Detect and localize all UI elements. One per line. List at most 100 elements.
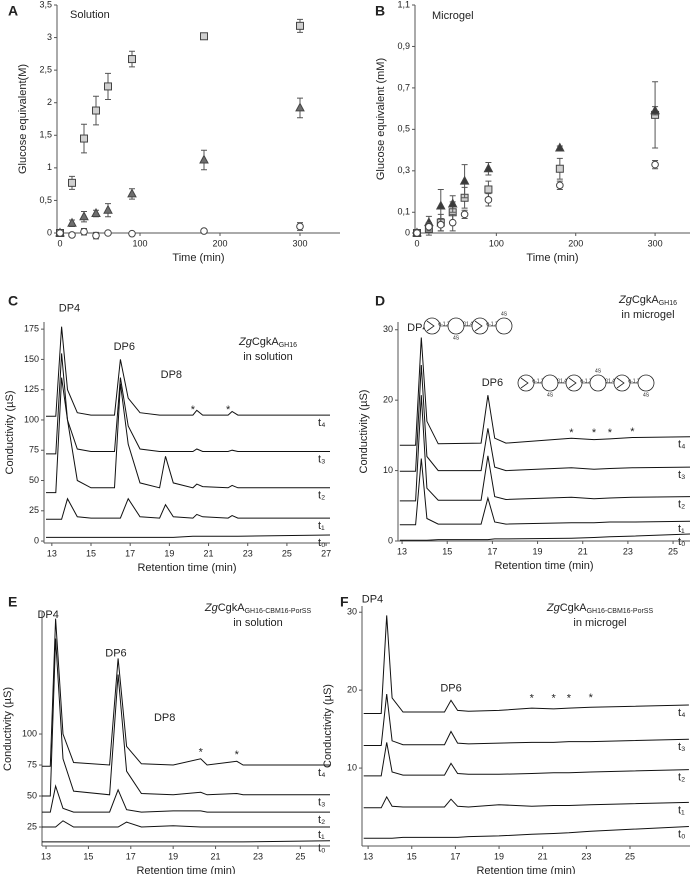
enzyme-name: CgkA [632, 294, 660, 306]
y-tick-label: 30 [383, 324, 393, 334]
x-tick-label: 19 [494, 851, 504, 861]
x-tick-label: 300 [292, 238, 307, 248]
annotation: * [551, 693, 556, 705]
marker [448, 218, 457, 227]
enzyme-genus: Zg [546, 602, 561, 614]
marker [556, 181, 564, 190]
marker [296, 222, 304, 231]
y-axis-title: Glucose equivalent(M) [17, 64, 29, 174]
x-tick-label: 25 [282, 548, 292, 558]
y-tick-label: 25 [29, 505, 39, 515]
trace-label: t₀ [318, 537, 326, 549]
x-tick-label: 15 [407, 851, 417, 861]
trace-label: t₁ [318, 520, 325, 532]
annotation: * [592, 427, 597, 439]
y-tick-label: 75 [29, 445, 39, 455]
marker [555, 142, 565, 152]
marker [68, 231, 76, 239]
trace-label: t₁ [678, 523, 685, 535]
x-tick-label: 300 [648, 238, 663, 248]
trace-label: t₁ [678, 804, 685, 816]
trace-label: t₃ [678, 741, 686, 753]
sugar-unit [637, 374, 655, 392]
x-tick-label: 100 [132, 238, 147, 248]
y-tick-label: 0,3 [397, 165, 410, 175]
y-axis-title: Conductivity (µS) [358, 390, 370, 474]
sulfate-label: 4S [453, 335, 460, 341]
x-tick-label: 200 [568, 238, 583, 248]
marker [296, 21, 304, 30]
trace [363, 694, 689, 746]
x-tick-label: 13 [47, 548, 57, 558]
sulfate-label: 4S [595, 368, 602, 374]
annotation: * [530, 693, 535, 705]
x-tick-label: 17 [450, 851, 460, 861]
sugar-unit [589, 374, 607, 392]
enzyme-name: CgkA [252, 336, 280, 348]
y-tick-label: 125 [24, 384, 39, 394]
trace [399, 533, 691, 541]
annotation: DP8 [161, 369, 182, 381]
trace-label: t₂ [678, 499, 685, 511]
marker [92, 231, 100, 240]
annotation: DP6 [440, 683, 461, 695]
annotation: DP6 [105, 647, 126, 659]
y-axis-title: Conductivity (µS) [322, 684, 334, 768]
trace-label: t₀ [318, 843, 326, 855]
trace [42, 638, 330, 797]
annotation: * [235, 749, 240, 761]
y-tick-label: 20 [383, 395, 393, 405]
annotation: * [608, 427, 613, 439]
y-tick-label: 0 [34, 535, 39, 545]
x-tick-label: 23 [253, 851, 263, 861]
enzyme-genus: Zg [238, 336, 253, 348]
y-tick-label: 2 [47, 97, 52, 107]
trace [46, 377, 330, 494]
x-tick-label: 200 [212, 238, 227, 248]
annotation: DP4 [59, 302, 80, 314]
annotation: DP4 [362, 594, 383, 606]
y-tick-label: 100 [22, 728, 37, 738]
marker [200, 227, 208, 235]
x-tick-label: 23 [243, 548, 253, 558]
marker [435, 200, 446, 210]
trace-label: t₄ [678, 439, 686, 451]
panel-letter: E [8, 594, 17, 610]
x-axis-title: Time (min) [172, 252, 224, 264]
y-tick-label: 50 [29, 475, 39, 485]
trace-label: t₀ [678, 828, 686, 840]
x-tick-label: 25 [295, 851, 305, 861]
marker [200, 32, 208, 41]
linkage-label: α-1,3 [486, 321, 498, 327]
x-axis-title: Retention time (min) [137, 562, 236, 574]
x-tick-label: 21 [204, 548, 214, 558]
x-tick-label: 0 [414, 238, 419, 248]
marker [447, 198, 458, 208]
y-tick-label: 0 [388, 535, 393, 545]
marker [104, 229, 112, 237]
anhydro-mark [426, 320, 435, 332]
trace [46, 353, 330, 455]
y-axis-title: Conductivity (µS) [4, 391, 16, 475]
trace-label: t₃ [318, 453, 326, 465]
trace [363, 615, 689, 714]
marker [80, 227, 88, 236]
marker [104, 82, 112, 91]
marker [459, 175, 470, 185]
sugar-unit [447, 317, 465, 335]
marker [460, 210, 469, 219]
anhydro-mark [568, 377, 577, 389]
y-tick-label: 30 [347, 607, 357, 617]
marker [128, 229, 136, 238]
panel-letter: F [340, 594, 349, 610]
enzyme-name: CgkA [218, 602, 246, 614]
anhydro-mark [616, 377, 625, 389]
trace [42, 618, 330, 767]
linkage-label: α-1,3 [438, 321, 450, 327]
marker [91, 207, 101, 217]
x-tick-label: 23 [581, 851, 591, 861]
enzyme-name: CgkA [560, 602, 588, 614]
x-tick-label: 15 [86, 548, 96, 558]
x-tick-label: 19 [533, 546, 543, 556]
marker [651, 160, 659, 169]
